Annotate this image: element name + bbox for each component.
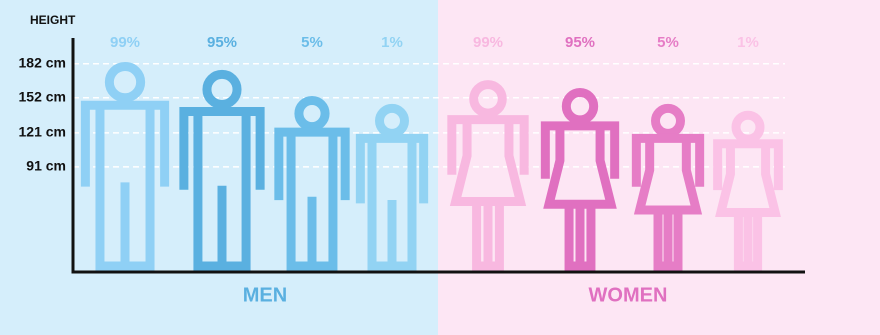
figure-body xyxy=(540,121,620,271)
figure xyxy=(713,110,783,271)
figure xyxy=(447,80,529,271)
percentile-label: 95% xyxy=(565,34,595,51)
figure xyxy=(540,88,620,271)
figure-body xyxy=(80,100,170,271)
percentile-label: 5% xyxy=(657,34,679,51)
figure-head xyxy=(731,110,765,144)
y-axis-label: HEIGHT xyxy=(30,13,76,27)
figure-body xyxy=(631,133,705,271)
group-label: MEN xyxy=(243,284,287,306)
figure-head xyxy=(202,69,242,109)
figure xyxy=(179,69,265,271)
figure-head xyxy=(469,80,507,118)
percentile-label: 99% xyxy=(473,34,503,51)
percentile-label: 99% xyxy=(110,34,140,51)
percentile-label: 5% xyxy=(301,34,323,51)
y-tick-label: 182 cm xyxy=(19,54,66,70)
figure-head xyxy=(375,103,409,138)
figure xyxy=(80,61,170,271)
percentile-label: 1% xyxy=(381,34,403,51)
figure-body xyxy=(179,107,265,271)
group-label: WOMEN xyxy=(589,284,668,306)
figure-body xyxy=(274,127,350,271)
figure xyxy=(355,103,429,271)
figure-body xyxy=(355,133,429,271)
figure xyxy=(631,103,705,271)
figure-body xyxy=(713,139,783,271)
percentile-label: 95% xyxy=(207,34,237,51)
figure-head xyxy=(294,95,330,132)
y-tick-label: 152 cm xyxy=(19,88,66,104)
figure-head xyxy=(104,61,146,103)
figure-body xyxy=(447,115,529,271)
y-tick-label: 91 cm xyxy=(26,158,66,174)
figure-head xyxy=(651,103,685,138)
percentile-label: 1% xyxy=(737,34,759,51)
figure xyxy=(274,95,350,271)
figure-head xyxy=(561,88,599,125)
y-tick-label: 121 cm xyxy=(19,124,66,140)
